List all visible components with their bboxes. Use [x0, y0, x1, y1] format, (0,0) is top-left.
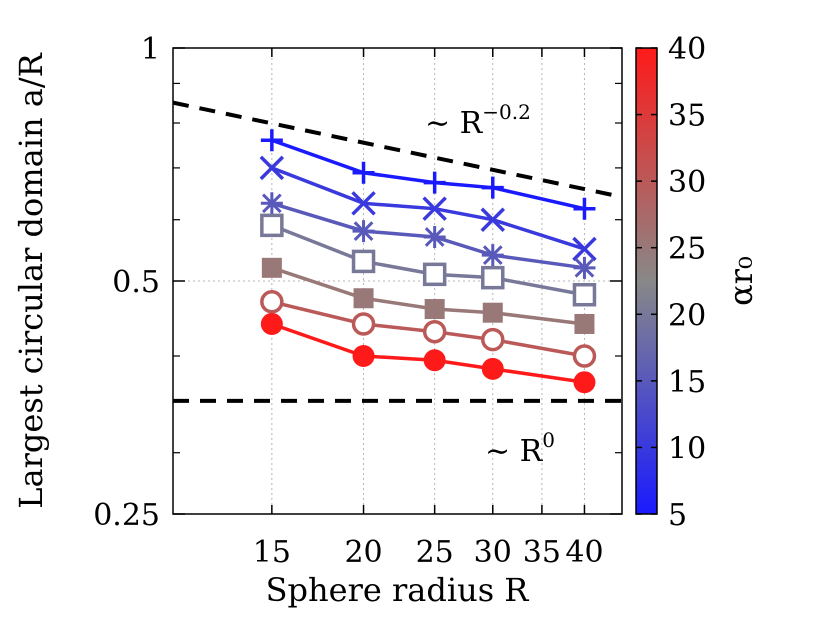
- marker-star: [260, 192, 283, 215]
- marker-plus: [573, 197, 596, 220]
- marker-plus: [423, 171, 446, 194]
- series-6: [260, 312, 596, 394]
- marker-filled-circle: [260, 312, 283, 335]
- x-tick-label: 15: [253, 535, 291, 570]
- x-axis-label: Sphere radius R: [266, 571, 530, 609]
- colorbar-tick-label: 10: [668, 431, 706, 466]
- marker-filled-square: [261, 257, 282, 278]
- marker-cross: [259, 155, 285, 181]
- colorbar-tick-label: 25: [668, 232, 706, 267]
- y-tick-labels: 0.25 0.5 1: [93, 32, 160, 533]
- y-axis-label: Largest circular domain a/R: [12, 52, 50, 508]
- data-series: [259, 129, 597, 394]
- marker-filled-square: [482, 302, 503, 323]
- series-3: [260, 213, 597, 307]
- marker-cross: [422, 196, 447, 221]
- marker-filled-square: [574, 313, 595, 334]
- colorbar-tick-label: 30: [668, 165, 706, 200]
- marker-open-circle: [260, 290, 284, 314]
- marker-filled-square: [424, 299, 445, 320]
- marker-open-circle: [422, 319, 447, 344]
- series-5: [260, 290, 597, 368]
- series-0: [260, 129, 596, 220]
- reference-lines: [172, 100, 623, 403]
- marker-open-square: [422, 262, 447, 287]
- marker-open-circle: [351, 312, 376, 336]
- y-tick-label: 0.25: [93, 498, 160, 533]
- axis-ticks: [173, 47, 622, 515]
- marker-cross: [572, 236, 597, 262]
- series-line: [271, 138, 585, 211]
- marker-open-circle: [572, 344, 597, 368]
- marker-plus: [481, 176, 504, 199]
- marker-star: [481, 244, 504, 267]
- x-tick-label: 40: [565, 535, 603, 570]
- marker-cross: [480, 207, 506, 232]
- marker-filled-circle: [573, 371, 596, 394]
- marker-plus: [352, 161, 375, 184]
- annotations: ∼ R−0.2 ∼ R0: [425, 100, 555, 469]
- reference-label: ∼ R−0.2: [425, 100, 531, 141]
- colorbar-tick-label: 5: [668, 498, 687, 533]
- colorbar-tick-label: 35: [668, 99, 706, 134]
- series-1: [259, 155, 597, 262]
- marker-plus: [260, 129, 283, 152]
- marker-open-square: [572, 282, 597, 307]
- x-tick-label: 35: [523, 535, 561, 570]
- series-4: [261, 257, 595, 334]
- colorbar-tick-label: 40: [668, 32, 706, 67]
- marker-open-square: [351, 249, 376, 274]
- marker-filled-circle: [423, 349, 446, 372]
- colorbar-tick-label: 15: [668, 365, 706, 400]
- x-tick-labels: 15 20 25 30 35 40: [253, 535, 604, 570]
- marker-star: [573, 256, 596, 279]
- marker-open-square: [481, 265, 505, 290]
- marker-star: [423, 225, 446, 248]
- marker-filled-circle: [352, 345, 375, 368]
- colorbar: [635, 47, 658, 515]
- marker-open-circle: [481, 327, 505, 352]
- marker-cross: [351, 191, 376, 216]
- reference-line: [172, 100, 623, 199]
- y-tick-label: 0.5: [112, 265, 160, 300]
- y-tick-label: 1: [141, 32, 160, 67]
- reference-label: ∼ R0: [485, 428, 555, 469]
- series-2: [260, 192, 596, 279]
- colorbar-tick-label: 20: [668, 298, 706, 333]
- colorbar-ticks: 5 10 15 20 25 30 35 40: [636, 32, 706, 533]
- marker-star: [352, 220, 375, 243]
- colorbar-label: αr₀: [722, 256, 760, 306]
- marker-filled-square: [353, 288, 374, 309]
- marker-open-square: [260, 213, 284, 238]
- x-tick-label: 25: [416, 535, 454, 570]
- x-tick-label: 30: [474, 535, 512, 570]
- x-tick-label: 20: [344, 535, 382, 570]
- marker-filled-circle: [481, 357, 504, 380]
